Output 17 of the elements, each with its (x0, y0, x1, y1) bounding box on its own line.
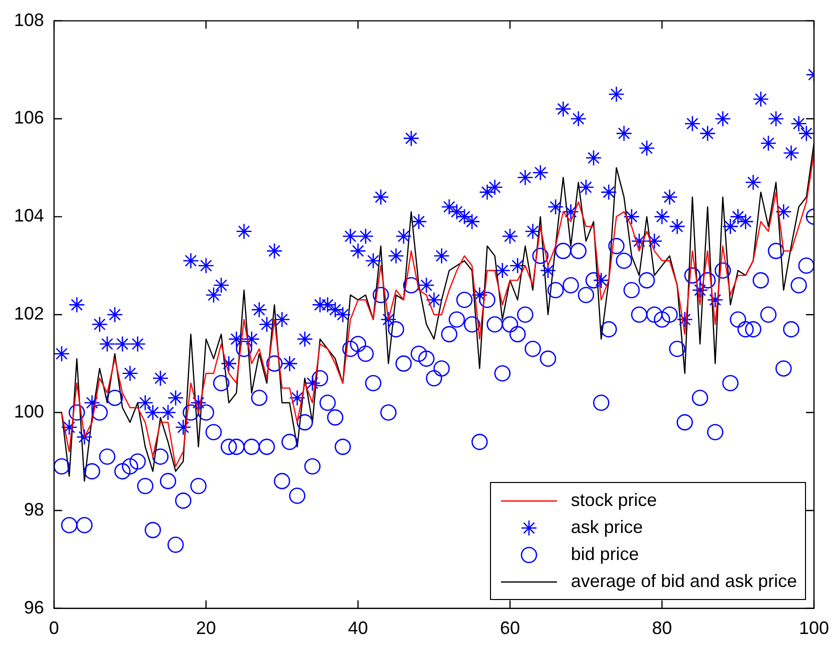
x-tick-label: 40 (348, 618, 368, 638)
legend-label: ask price (570, 516, 643, 540)
y-tick-label: 106 (14, 108, 44, 128)
y-tick-label: 102 (14, 304, 44, 324)
x-tick-label: 20 (196, 618, 216, 638)
x-tick-label: 100 (798, 618, 830, 638)
x-tick-label: 60 (500, 618, 520, 638)
y-tick-label: 100 (14, 402, 44, 422)
y-tick-label: 108 (14, 10, 44, 30)
y-tick-label: 96 (24, 597, 44, 618)
legend-label: bid price (570, 543, 639, 566)
x-tick-label: 80 (652, 618, 672, 638)
y-tick-label: 98 (24, 499, 44, 520)
legend-label: average of bid and ask price (570, 570, 797, 594)
legend-label: stock price (570, 489, 657, 512)
y-tick-label: 104 (14, 206, 44, 226)
x-tick-label: 0 (49, 618, 60, 638)
